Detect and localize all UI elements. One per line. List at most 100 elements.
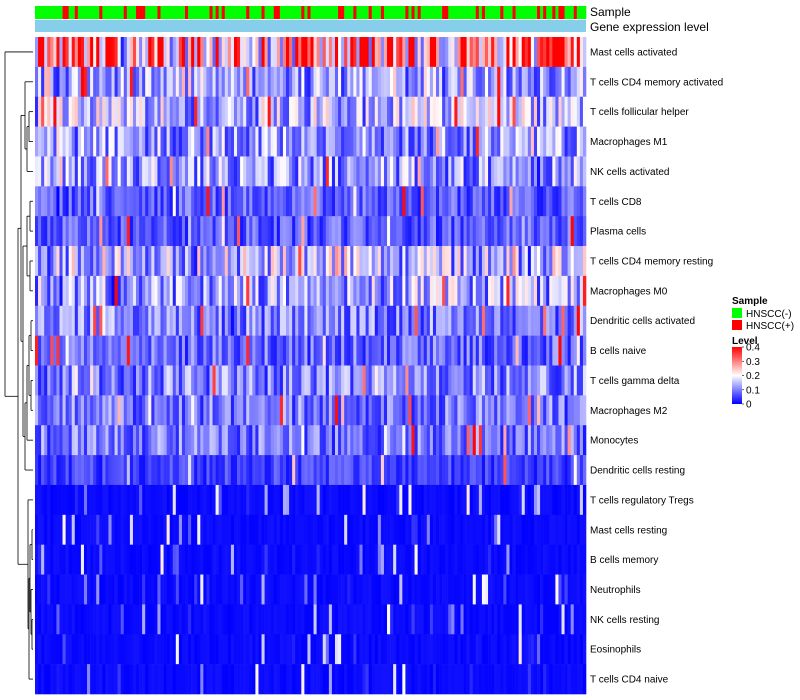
heatmap-cell [341,156,345,187]
heatmap-cell [136,664,140,695]
heatmap-cell [258,246,262,277]
heatmap-cell [145,66,149,98]
heatmap-cell [252,126,256,157]
heatmap-cell [491,37,495,68]
heatmap-cell [286,186,290,217]
heatmap-cell [383,126,388,157]
heatmap-cell [478,604,483,635]
heatmap-cell [466,246,470,277]
heatmap-cell [301,484,305,516]
heatmap-cell [273,305,278,336]
heatmap-cell [105,395,109,426]
heatmap-cell [157,514,161,545]
heatmap-cell [304,305,308,336]
heatmap-cell [224,484,229,516]
heatmap-cell [331,604,336,635]
heatmap-cell [402,186,406,217]
heatmap-cell [47,186,51,217]
heatmap-cell [188,335,192,366]
heatmap-cell [41,604,45,635]
heatmap-cell [80,484,85,516]
heatmap-cell [163,544,167,575]
heatmap-cell [448,365,452,396]
heatmap-cell [87,216,91,247]
heatmap-cell [90,246,94,277]
heatmap-cell [316,126,320,157]
heatmap-cell [365,604,369,635]
heatmap-cell [540,425,544,456]
sample-cell [129,6,134,19]
heatmap-cell [396,425,400,456]
heatmap-cell [445,37,449,68]
heatmap-cell [555,186,559,217]
heatmap-cell [380,186,385,217]
heatmap-cell [570,455,575,486]
heatmap-cell [74,96,79,127]
heatmap-cell [319,634,324,665]
heatmap-cell [350,425,354,456]
heatmap-cell [399,37,403,68]
heatmap-cell [377,664,382,695]
heatmap-cell [497,96,501,127]
heatmap-cell [65,544,69,575]
heatmap-cell [276,216,281,247]
heatmap-cell [478,66,483,98]
heatmap-cell [273,484,278,516]
heatmap-cell [377,425,382,456]
heatmap-cell [344,216,348,247]
heatmap-cell [166,664,170,695]
heatmap-cell [47,425,51,456]
heatmap-cell [432,246,437,277]
heatmap-cell [500,96,504,127]
heatmap-cell [331,275,336,307]
heatmap-cell [44,484,48,516]
heatmap-cell [481,275,486,307]
heatmap-cell [338,604,342,635]
heatmap-cell [71,126,76,157]
sample-cell [68,6,73,19]
heatmap-cell [111,425,115,456]
heatmap-cell [316,574,320,605]
heatmap-cell [68,156,73,187]
heatmap-cell [564,156,568,187]
heatmap-cell [414,335,418,366]
heatmap-cell [533,156,538,187]
heatmap-cell [423,514,428,545]
heatmap-cell [448,66,452,98]
heatmap-cell [313,126,317,157]
heatmap-cell [246,275,250,307]
heatmap-cell [200,395,204,426]
heatmap-cell [564,246,568,277]
heatmap-cell [282,544,287,575]
heatmap-cell [212,484,216,516]
heatmap-cell [390,664,394,695]
heatmap-cell [460,484,464,516]
heatmap-cell [429,156,434,187]
heatmap-cell [270,66,275,98]
heatmap-cell [129,514,134,545]
heatmap-cell [240,275,244,307]
heatmap-cell [460,634,464,665]
heatmap-cell [80,66,85,98]
heatmap-cell [325,425,330,456]
heatmap-cell [148,186,152,217]
heatmap-cell [561,544,565,575]
heatmap-cell [212,664,216,695]
heatmap-cell [142,246,146,277]
heatmap-cell [582,574,587,605]
heatmap-cell [448,126,452,157]
heatmap-cell [374,275,379,307]
heatmap-cell [512,156,516,187]
heatmap-cell [148,275,152,307]
heatmap-cell [472,335,477,366]
heatmap-cell [377,275,382,307]
heatmap-cell [194,335,198,366]
heatmap-cell [246,604,250,635]
heatmap-cell [472,574,477,605]
heatmap-cell [56,514,60,545]
sample-cell [56,6,60,19]
heatmap-cell [246,395,250,426]
heatmap-cell [87,365,91,396]
heatmap-cell [102,395,106,426]
heatmap-cell [240,156,244,187]
